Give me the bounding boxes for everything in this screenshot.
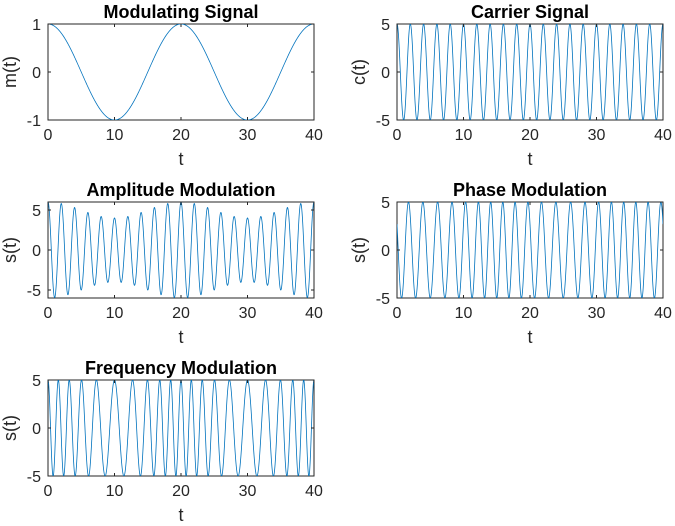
x-axis-label: t bbox=[527, 149, 532, 169]
axes-box bbox=[396, 23, 664, 121]
y-tick-label: 0 bbox=[32, 243, 41, 260]
x-axis-label: t bbox=[178, 149, 183, 169]
y-tick-label: 5 bbox=[381, 17, 390, 34]
y-tick-label: 0 bbox=[381, 65, 390, 82]
x-tick-label: 10 bbox=[106, 483, 124, 500]
axes-box bbox=[47, 379, 315, 477]
y-tick-label: 0 bbox=[381, 243, 390, 260]
x-tick-label: 30 bbox=[239, 305, 257, 322]
x-tick-label: 20 bbox=[172, 305, 190, 322]
x-axis-label: t bbox=[527, 327, 532, 347]
y-tick-label: -5 bbox=[27, 283, 41, 300]
y-axis-label: s(t) bbox=[0, 237, 20, 263]
y-axis-label: c(t) bbox=[349, 59, 369, 85]
y-tick-label: 5 bbox=[381, 195, 390, 212]
y-tick-label: 1 bbox=[32, 17, 41, 34]
series-line bbox=[48, 380, 314, 476]
series-line bbox=[397, 202, 663, 298]
x-tick-label: 10 bbox=[106, 305, 124, 322]
axes-box bbox=[47, 201, 315, 299]
x-tick-label: 10 bbox=[455, 127, 473, 144]
x-tick-label: 30 bbox=[588, 305, 606, 322]
chart-title: Modulating Signal bbox=[104, 2, 259, 22]
series-line bbox=[48, 24, 314, 120]
y-tick-label: 0 bbox=[32, 65, 41, 82]
x-axis-label: t bbox=[178, 505, 183, 525]
y-axis-label: s(t) bbox=[349, 237, 369, 263]
chart-title: Phase Modulation bbox=[453, 180, 607, 200]
y-axis-label: m(t) bbox=[0, 56, 20, 88]
chart-title: Frequency Modulation bbox=[85, 358, 277, 378]
chart-title: Amplitude Modulation bbox=[87, 180, 276, 200]
x-tick-label: 40 bbox=[305, 127, 323, 144]
x-tick-label: 30 bbox=[588, 127, 606, 144]
x-tick-label: 0 bbox=[44, 305, 53, 322]
series-line bbox=[48, 202, 314, 298]
x-tick-label: 10 bbox=[106, 127, 124, 144]
x-tick-label: 20 bbox=[521, 305, 539, 322]
x-tick-label: 40 bbox=[654, 305, 672, 322]
axes-box bbox=[47, 23, 315, 121]
y-tick-label: -5 bbox=[27, 469, 41, 486]
y-tick-label: 5 bbox=[32, 203, 41, 220]
x-tick-label: 30 bbox=[239, 483, 257, 500]
y-tick-label: -5 bbox=[376, 113, 390, 130]
x-tick-label: 40 bbox=[654, 127, 672, 144]
x-tick-label: 20 bbox=[521, 127, 539, 144]
x-tick-label: 40 bbox=[305, 483, 323, 500]
x-tick-label: 30 bbox=[239, 127, 257, 144]
x-tick-label: 40 bbox=[305, 305, 323, 322]
x-tick-label: 20 bbox=[172, 127, 190, 144]
series-line bbox=[397, 24, 663, 120]
y-axis-label: s(t) bbox=[0, 415, 20, 441]
x-tick-label: 0 bbox=[393, 127, 402, 144]
axes-box bbox=[396, 201, 664, 299]
x-tick-label: 20 bbox=[172, 483, 190, 500]
x-axis-label: t bbox=[178, 327, 183, 347]
x-tick-label: 0 bbox=[44, 483, 53, 500]
y-tick-label: -5 bbox=[376, 291, 390, 308]
y-tick-label: 5 bbox=[32, 373, 41, 390]
y-tick-label: 0 bbox=[32, 421, 41, 438]
chart-title: Carrier Signal bbox=[471, 2, 589, 22]
x-tick-label: 10 bbox=[455, 305, 473, 322]
y-tick-label: -1 bbox=[27, 113, 41, 130]
x-tick-label: 0 bbox=[44, 127, 53, 144]
x-tick-label: 0 bbox=[393, 305, 402, 322]
